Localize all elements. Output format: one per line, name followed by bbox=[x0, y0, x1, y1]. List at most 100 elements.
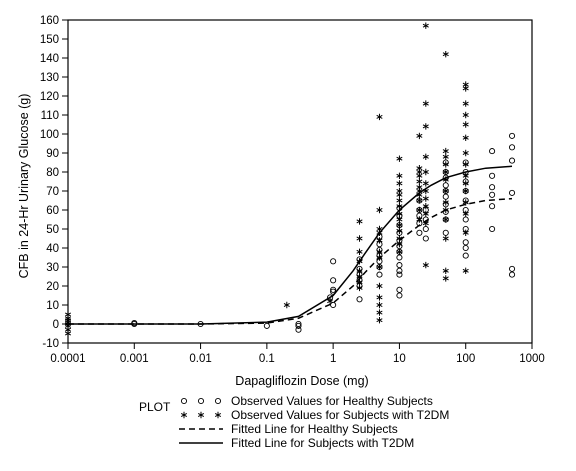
scatter-t2dm bbox=[64, 22, 469, 337]
data-point-t2dm bbox=[462, 180, 469, 187]
data-point-healthy bbox=[330, 258, 337, 265]
data-point-healthy bbox=[131, 319, 138, 327]
x-tick-label: 0.1 bbox=[259, 353, 275, 365]
data-point-t2dm bbox=[462, 100, 469, 107]
data-point-healthy bbox=[489, 191, 496, 198]
data-point-t2dm bbox=[462, 111, 469, 119]
y-tick-label: 100 bbox=[40, 129, 59, 141]
y-tick-label: 60 bbox=[46, 205, 59, 217]
data-point-healthy bbox=[508, 144, 516, 151]
data-point-healthy bbox=[442, 229, 449, 236]
data-point-t2dm bbox=[416, 132, 423, 140]
data-point-t2dm bbox=[396, 203, 403, 210]
x-tick-label: 0.01 bbox=[189, 353, 211, 365]
x-tick-label: 100 bbox=[456, 353, 475, 365]
data-point-healthy bbox=[422, 225, 429, 233]
data-point-t2dm bbox=[462, 81, 469, 88]
legend-label: Fitted Line for Subjects with T2DM bbox=[231, 436, 414, 450]
data-point-healthy bbox=[295, 320, 302, 328]
data-point-healthy bbox=[442, 193, 449, 200]
data-point-healthy bbox=[396, 271, 403, 278]
data-point-healthy bbox=[330, 286, 337, 293]
data-point-healthy bbox=[396, 262, 403, 269]
legend-entry: Fitted Line for Subjects with T2DM bbox=[179, 436, 414, 450]
data-point-t2dm bbox=[396, 241, 403, 248]
x-tick-label: 0.0001 bbox=[50, 353, 85, 365]
data-point-t2dm bbox=[422, 210, 429, 217]
data-point-t2dm bbox=[442, 216, 449, 223]
data-point-t2dm bbox=[442, 187, 449, 195]
data-point-t2dm bbox=[422, 22, 429, 29]
data-point-healthy bbox=[489, 203, 496, 210]
data-point-healthy bbox=[396, 292, 403, 299]
data-point-t2dm bbox=[327, 298, 334, 305]
data-point-t2dm bbox=[64, 311, 72, 318]
data-point-healthy bbox=[356, 296, 363, 303]
data-point-t2dm bbox=[376, 282, 383, 290]
data-point-healthy bbox=[330, 301, 337, 309]
data-point-healthy bbox=[396, 254, 403, 261]
y-axis-label: CFB in 24-Hr Urinary Glucose (g) bbox=[17, 94, 31, 279]
data-point-t2dm bbox=[462, 229, 469, 236]
data-point-t2dm bbox=[422, 203, 429, 210]
y-tick-label: 110 bbox=[41, 110, 59, 122]
data-point-healthy bbox=[462, 216, 469, 223]
data-point-t2dm bbox=[416, 216, 423, 223]
data-point-healthy bbox=[422, 235, 429, 242]
data-point-t2dm bbox=[462, 134, 469, 141]
series-layer bbox=[64, 22, 516, 337]
data-point-t2dm bbox=[356, 248, 363, 255]
plot-frame bbox=[67, 19, 533, 344]
data-point-t2dm bbox=[376, 317, 383, 324]
data-point-healthy bbox=[396, 286, 403, 293]
legend-label: Observed Values for Subjects with T2DM bbox=[231, 408, 449, 422]
data-point-t2dm bbox=[376, 301, 383, 309]
data-point-t2dm bbox=[283, 301, 290, 309]
data-point-healthy bbox=[295, 322, 302, 329]
y-tick-label: -10 bbox=[42, 338, 59, 350]
data-point-t2dm bbox=[422, 195, 429, 202]
data-point-healthy bbox=[508, 132, 516, 139]
legend-symbol-circle bbox=[214, 397, 222, 405]
data-point-t2dm bbox=[356, 284, 363, 292]
x-tick-label: 10 bbox=[393, 353, 406, 365]
data-point-healthy bbox=[416, 229, 423, 236]
legend-entry: Observed Values for Healthy Subjects bbox=[180, 394, 433, 408]
legend-symbol-star bbox=[214, 411, 222, 419]
data-point-t2dm bbox=[442, 51, 449, 58]
plot-area bbox=[67, 19, 533, 344]
data-point-healthy bbox=[396, 267, 403, 274]
data-point-t2dm bbox=[416, 184, 423, 191]
data-point-healthy bbox=[376, 271, 383, 278]
data-point-t2dm bbox=[416, 165, 423, 172]
y-tick-label: 160 bbox=[40, 15, 59, 27]
legend-label: Fitted Line for Healthy Subjects bbox=[231, 422, 398, 436]
y-tick-label: 140 bbox=[40, 53, 59, 65]
legend-symbol-circle bbox=[197, 397, 205, 405]
data-point-healthy bbox=[489, 184, 496, 191]
data-point-t2dm bbox=[422, 168, 429, 176]
fitted-line-t2dm bbox=[68, 165, 513, 325]
data-point-t2dm bbox=[462, 187, 469, 195]
data-point-t2dm bbox=[396, 248, 403, 255]
data-point-t2dm bbox=[396, 180, 403, 187]
data-point-t2dm bbox=[396, 222, 403, 229]
data-point-healthy bbox=[508, 189, 516, 196]
data-point-t2dm bbox=[422, 261, 429, 269]
data-point-t2dm bbox=[356, 218, 363, 225]
data-point-healthy bbox=[462, 244, 469, 252]
data-point-t2dm bbox=[422, 123, 429, 130]
data-point-t2dm bbox=[396, 187, 403, 195]
data-point-healthy bbox=[508, 271, 516, 278]
data-point-healthy bbox=[462, 252, 469, 259]
data-point-t2dm bbox=[376, 248, 383, 255]
x-tick-label: 1 bbox=[330, 353, 336, 365]
scatter-healthy bbox=[131, 132, 516, 333]
data-point-t2dm bbox=[462, 172, 469, 179]
y-tick-label: 20 bbox=[46, 281, 59, 293]
x-tick-label: 1000 bbox=[519, 353, 545, 365]
data-point-t2dm bbox=[442, 161, 449, 168]
data-point-t2dm bbox=[356, 267, 363, 274]
data-point-healthy bbox=[295, 326, 302, 333]
